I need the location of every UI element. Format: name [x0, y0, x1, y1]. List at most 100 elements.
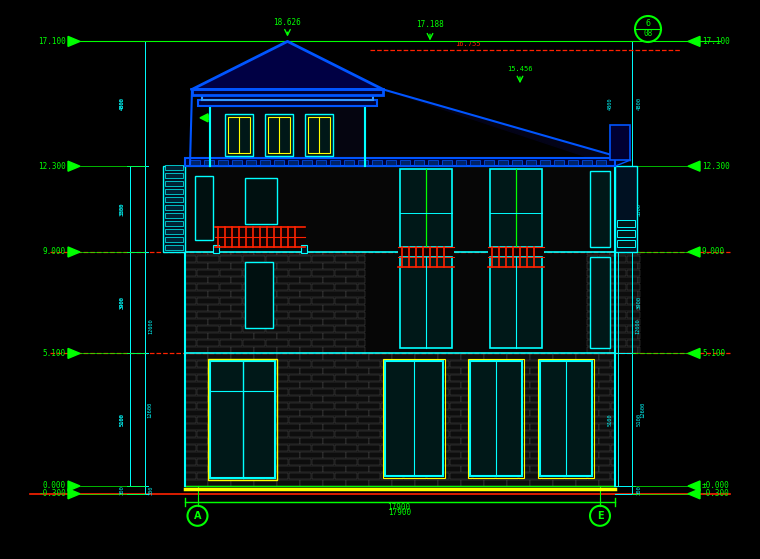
Bar — [220, 284, 242, 290]
Bar — [323, 367, 346, 374]
Text: 3300: 3300 — [637, 202, 642, 216]
Bar — [381, 416, 403, 423]
Bar — [599, 424, 615, 430]
Bar — [312, 340, 334, 347]
Polygon shape — [688, 36, 700, 46]
Text: 5100: 5100 — [119, 414, 125, 426]
Bar — [300, 333, 322, 339]
Bar — [565, 458, 587, 465]
Bar — [265, 298, 288, 305]
Bar — [498, 160, 508, 165]
Bar — [231, 424, 254, 430]
Bar — [610, 252, 615, 255]
Bar — [165, 181, 183, 186]
Bar — [268, 117, 290, 153]
Text: 18.626: 18.626 — [274, 18, 302, 27]
Bar — [185, 158, 615, 166]
Bar — [473, 375, 495, 381]
Bar — [289, 326, 311, 333]
Bar — [638, 277, 640, 283]
Bar — [587, 284, 598, 290]
Bar — [587, 444, 610, 451]
Bar — [185, 353, 207, 360]
Text: 12.300: 12.300 — [38, 162, 66, 170]
Bar — [496, 444, 518, 451]
Bar — [426, 402, 449, 409]
Bar — [587, 326, 598, 333]
Bar — [590, 257, 610, 348]
Bar — [553, 424, 575, 430]
Bar — [617, 230, 635, 237]
Bar — [208, 319, 230, 325]
Bar — [334, 430, 357, 437]
Bar — [392, 466, 414, 472]
Bar — [507, 396, 530, 402]
Bar — [615, 312, 626, 319]
Bar — [449, 472, 472, 479]
Bar — [185, 430, 196, 437]
Bar — [518, 402, 541, 409]
Bar — [610, 458, 615, 465]
Bar — [541, 361, 564, 367]
Bar — [638, 347, 640, 353]
Bar — [565, 472, 587, 479]
Bar — [277, 410, 299, 416]
Bar — [242, 361, 265, 367]
Bar — [254, 353, 277, 360]
Bar — [289, 389, 311, 395]
Bar — [277, 277, 299, 283]
Bar — [610, 444, 615, 451]
Bar — [185, 270, 196, 276]
Bar — [426, 472, 449, 479]
Bar — [265, 472, 288, 479]
Bar — [192, 89, 383, 96]
Bar — [197, 326, 219, 333]
Bar — [638, 319, 640, 325]
Bar — [357, 284, 365, 290]
Bar — [323, 381, 346, 388]
Bar — [610, 277, 615, 283]
Bar — [490, 169, 542, 247]
Bar — [208, 263, 230, 269]
Bar — [587, 252, 610, 255]
Bar — [568, 160, 578, 165]
Bar — [553, 438, 575, 444]
Bar — [185, 375, 196, 381]
Bar — [346, 466, 369, 472]
Bar — [346, 263, 365, 269]
Bar — [197, 284, 219, 290]
Text: A: A — [194, 511, 201, 521]
Bar — [473, 430, 495, 437]
Bar — [404, 416, 426, 423]
Bar — [576, 410, 599, 416]
Bar — [208, 480, 230, 486]
Bar — [610, 402, 615, 409]
Bar — [484, 410, 506, 416]
Bar — [289, 472, 311, 479]
Bar — [277, 347, 299, 353]
Text: 17.100: 17.100 — [38, 37, 66, 46]
Bar — [254, 263, 277, 269]
Bar — [369, 438, 391, 444]
Bar — [165, 245, 183, 250]
Bar — [496, 472, 518, 479]
Bar — [289, 361, 311, 367]
Bar — [302, 160, 312, 165]
Bar — [334, 444, 357, 451]
Bar — [587, 263, 610, 269]
Bar — [265, 312, 288, 319]
Bar — [289, 284, 311, 290]
Polygon shape — [287, 41, 383, 89]
Bar — [404, 472, 426, 479]
Bar — [426, 389, 449, 395]
Bar — [185, 347, 207, 353]
Bar — [587, 375, 610, 381]
Bar — [254, 277, 277, 283]
Bar — [316, 160, 326, 165]
Bar — [185, 381, 207, 388]
Bar — [254, 480, 277, 486]
Text: ±0.000: ±0.000 — [702, 481, 730, 490]
Text: 3300: 3300 — [607, 203, 613, 215]
Bar — [242, 402, 265, 409]
Bar — [599, 381, 615, 388]
